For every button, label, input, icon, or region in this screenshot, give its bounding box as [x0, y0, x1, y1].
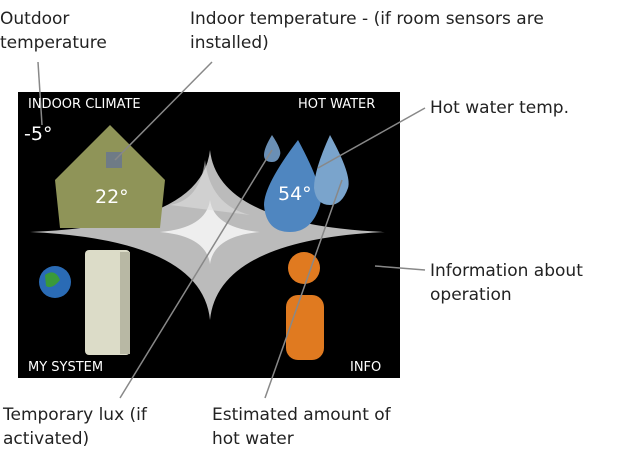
callout-text: Information about [430, 261, 583, 281]
info-bar [286, 295, 324, 360]
screen-label: INDOOR CLIMATE [28, 97, 141, 112]
diagram: INDOOR CLIMATE HOT WATER MY SYSTEM INFO … [0, 0, 618, 454]
screen-label: INFO [350, 360, 381, 375]
tower-side [120, 252, 130, 354]
callout-text: Indoor temperature - (if room sensors ar… [190, 9, 544, 29]
callout-text: Hot water temp. [430, 98, 569, 118]
callout-text: installed) [190, 33, 269, 53]
callout-text: Outdoor [0, 9, 69, 29]
callout-text: activated) [3, 429, 89, 449]
outdoor-temp: -5° [24, 123, 52, 145]
callout-text: Temporary lux (if [2, 405, 148, 425]
callout-text: Estimated amount of [212, 405, 392, 425]
callout-text: operation [430, 285, 512, 305]
callout-text: temperature [0, 33, 107, 53]
callout-text: hot water [212, 429, 294, 449]
screen-label: HOT WATER [298, 97, 375, 112]
water-temp: 54° [278, 183, 312, 205]
indoor-temp: 22° [95, 186, 129, 208]
screen-label: MY SYSTEM [28, 360, 103, 375]
